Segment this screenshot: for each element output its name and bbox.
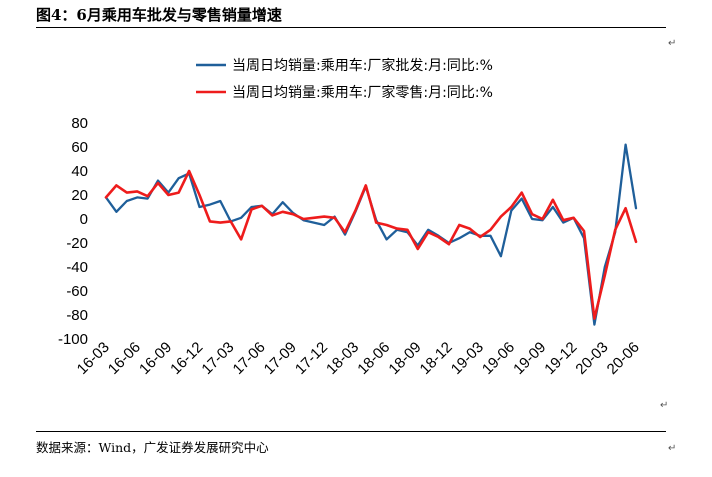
- y-tick-label: 60: [71, 139, 88, 156]
- legend-label-wholesale: 当周日均销量:乘用车:厂家批发:月:同比:%: [232, 57, 493, 74]
- x-tick-label: 20-03: [572, 339, 611, 378]
- series-line-retail: [104, 169, 638, 320]
- series-line-wholesale: [104, 143, 638, 326]
- x-tick-label: 16-09: [136, 339, 175, 378]
- legend: 当周日均销量:乘用车:厂家批发:月:同比:% 当周日均销量:乘用车:厂家零售:月…: [196, 57, 493, 101]
- x-tick-label: 17-12: [292, 339, 331, 378]
- source-divider: [36, 431, 666, 432]
- source-note: 数据来源：Wind，广发证券发展研究中心: [36, 440, 269, 455]
- y-tick-label: 80: [71, 115, 88, 132]
- series-group: [104, 143, 638, 326]
- y-tick-label: -60: [66, 283, 88, 300]
- y-axis: 80 60 40 20 0 -20 -40 -60 -80 -100: [58, 115, 88, 348]
- x-tick-label: 18-09: [385, 339, 424, 378]
- y-tick-label: -100: [58, 331, 88, 348]
- x-tick-label: 20-06: [604, 339, 643, 378]
- y-tick-label: -40: [66, 259, 88, 276]
- paragraph-mark: ↵: [668, 38, 677, 49]
- x-tick-label: 17-06: [230, 339, 269, 378]
- y-tick-label: -20: [66, 235, 88, 252]
- x-tick-label: 17-03: [198, 339, 237, 378]
- paragraph-mark: ↵: [668, 443, 677, 454]
- paragraph-mark: ↵: [660, 400, 669, 411]
- x-tick-label: 16-12: [167, 339, 206, 378]
- x-tick-label: 19-03: [448, 339, 487, 378]
- x-tick-label: 16-06: [105, 339, 144, 378]
- x-tick-label: 18-06: [354, 339, 393, 378]
- x-tick-label: 17-09: [261, 339, 300, 378]
- y-tick-label: 40: [71, 163, 88, 180]
- figure-title: 图4：6月乘用车批发与零售销量增速: [36, 6, 282, 24]
- legend-label-retail: 当周日均销量:乘用车:厂家零售:月:同比:%: [232, 84, 493, 101]
- title-divider: [36, 27, 666, 28]
- x-tick-label: 18-12: [417, 339, 456, 378]
- x-tick-label: 19-09: [510, 339, 549, 378]
- y-tick-label: 0: [80, 211, 88, 228]
- x-tick-label: 18-03: [323, 339, 362, 378]
- x-tick-label: 19-12: [541, 339, 580, 378]
- x-tick-label: 19-06: [479, 339, 518, 378]
- x-axis: 16-0316-0616-0916-1217-0317-0617-0917-12…: [74, 339, 643, 378]
- y-tick-label: 20: [71, 187, 88, 204]
- y-tick-label: -80: [66, 307, 88, 324]
